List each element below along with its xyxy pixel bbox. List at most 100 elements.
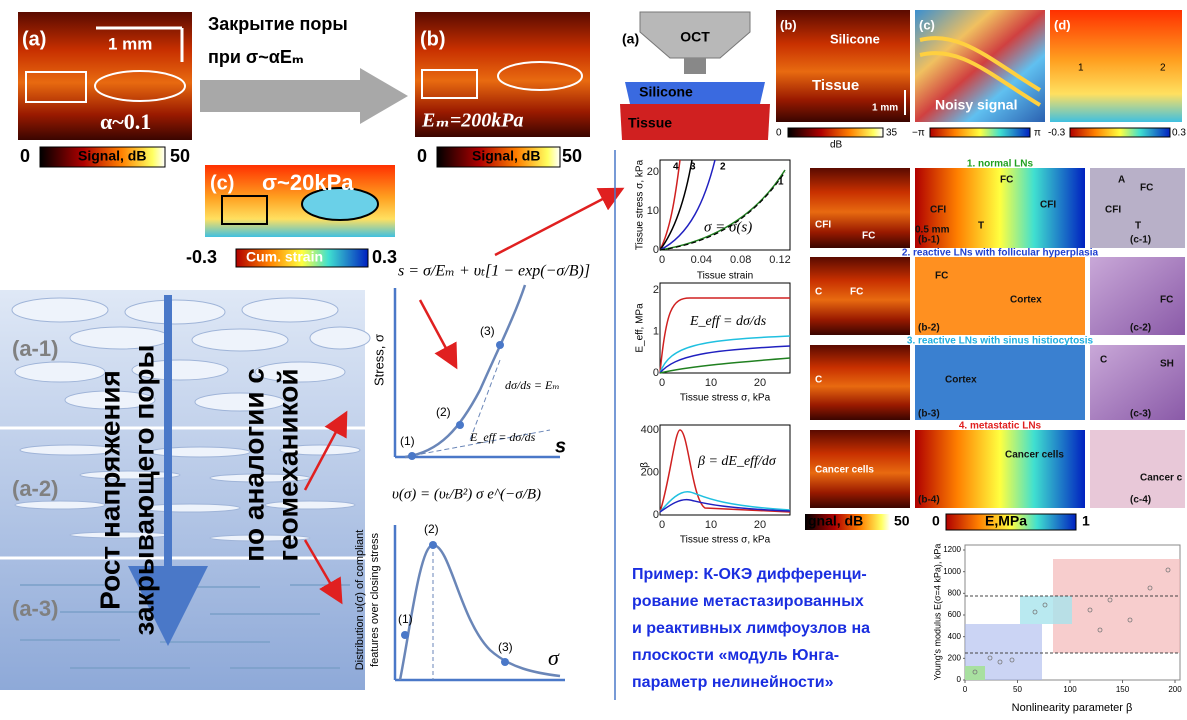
- label: 0: [776, 128, 782, 139]
- shape: [64, 390, 156, 410]
- elasto-label: (b-1): [918, 235, 940, 246]
- label: Silicone: [639, 84, 693, 100]
- elasto-label: Cancer cells: [1005, 450, 1064, 461]
- label: 1: [1078, 63, 1084, 74]
- panel-a-image: (a) 1 mm α~0.1: [18, 12, 192, 140]
- oct-image-b: (b) Silicone Tissue 1 mm 0 35 dB: [776, 10, 910, 151]
- shape: [810, 257, 910, 335]
- shape: [1009, 657, 1015, 663]
- shape: [915, 345, 1085, 420]
- shape: [1087, 607, 1093, 613]
- label: Tissue: [628, 115, 672, 131]
- shape: [972, 669, 978, 675]
- y-tick-label: 400: [948, 632, 962, 641]
- y-tick-label: 1200: [943, 545, 961, 554]
- shape: [972, 567, 1171, 675]
- y-tick-label: 800: [948, 588, 962, 597]
- label: 2: [720, 162, 726, 173]
- x-tick-label: 100: [1063, 685, 1077, 694]
- shape: [659, 159, 791, 251]
- shape: [501, 658, 509, 666]
- histo-label: SH: [1160, 359, 1174, 370]
- label: E_eff, MPa: [635, 303, 646, 353]
- label: 0: [932, 513, 940, 529]
- y-tick-label: 1: [653, 325, 659, 337]
- shape: [494, 187, 625, 257]
- shape: [997, 659, 1003, 665]
- label: E,MPa: [985, 513, 1027, 529]
- shape: [1032, 609, 1038, 615]
- label: Young's modulus E(σ=4 kPa), kPa: [932, 544, 942, 681]
- y-tick-label: 2: [653, 284, 659, 296]
- colorbar-c: -0.3 Cum. strain 0.3: [186, 247, 397, 268]
- shape: [1090, 257, 1185, 335]
- shape: 0 10 20 0 1 2: [653, 284, 766, 389]
- label: 1 mm: [872, 103, 898, 114]
- shape: [945, 513, 1077, 531]
- x-tick-label: 0: [659, 377, 665, 389]
- label: Silicone: [830, 31, 880, 46]
- shape: [620, 104, 770, 140]
- label: Noisy signal: [935, 97, 1017, 113]
- shape: [987, 655, 993, 661]
- label: при σ~αEₘ: [208, 47, 304, 67]
- shape: [659, 282, 791, 374]
- shape: [303, 539, 343, 605]
- label: π: [1034, 128, 1041, 139]
- oct-image-d: (d) 1 2 -0.3 0.3: [1048, 10, 1186, 139]
- row-title: 2. reactive LNs with follicular hyperpla…: [902, 248, 1099, 259]
- label: (3): [480, 324, 495, 338]
- shape: [149, 446, 251, 458]
- label: (d): [1054, 17, 1071, 32]
- shape: [1042, 602, 1048, 608]
- shape: [14, 500, 106, 510]
- label: 50: [170, 146, 190, 166]
- elasto-label: CFI: [930, 205, 946, 216]
- shape: [965, 666, 985, 680]
- label: (1): [398, 612, 413, 626]
- shape: [418, 299, 458, 370]
- shape: [456, 421, 464, 429]
- label: Stress, σ: [371, 334, 386, 386]
- label: 3: [690, 162, 696, 173]
- strain-plot: Tissue stress σ, kPa Tissue strain 4 3 2…: [635, 159, 791, 281]
- lymph-node-grid: 1. normal LNs CFI FC (b-1) CFI FC T CFI 0.5 mm (c…: [805, 159, 1185, 531]
- shape: [39, 146, 166, 168]
- shape: [209, 534, 311, 542]
- histo-label: A: [1118, 175, 1125, 186]
- shape: [915, 168, 1085, 248]
- label: (2): [436, 405, 451, 419]
- oct-label: C: [815, 375, 822, 386]
- shape: [1107, 597, 1113, 603]
- row-title: 1. normal LNs: [967, 159, 1034, 170]
- shape: [14, 361, 106, 383]
- label: по аналогии с: [238, 368, 269, 562]
- label: Tissue stress σ, kPa: [680, 393, 771, 404]
- example-line: Пример: К-ОКЭ дифференци-: [632, 566, 867, 583]
- shape: [1127, 617, 1133, 623]
- label: -0.3: [1048, 128, 1066, 139]
- shape: [191, 328, 289, 352]
- label: Nonlinearity parameter β: [1012, 702, 1133, 714]
- label: 1 mm: [108, 34, 152, 53]
- histo-label: FC: [1160, 295, 1173, 306]
- label: (a-1): [12, 336, 58, 361]
- elasto-label: FC: [935, 271, 948, 282]
- shape: [309, 326, 371, 350]
- elasto-label: (b-3): [918, 409, 940, 420]
- histo-label: FC: [1140, 183, 1153, 194]
- label: (1): [400, 434, 415, 448]
- label: σ = σ(s): [704, 219, 752, 235]
- y-tick-label: 20: [647, 166, 659, 178]
- x-tick-label: 10: [705, 519, 717, 531]
- label: (a): [622, 31, 639, 47]
- shape: [1090, 430, 1185, 508]
- label: OCT: [680, 29, 710, 45]
- label: Signal, dB: [78, 148, 146, 164]
- panel-b-image: (b) Eₘ=200kPa: [415, 12, 590, 137]
- label: (a-2): [12, 476, 58, 501]
- shape: [659, 159, 681, 251]
- shape: 0 0.04 0.08 0.12 0 10 20: [647, 166, 791, 266]
- label: gnal, dB: [808, 513, 863, 529]
